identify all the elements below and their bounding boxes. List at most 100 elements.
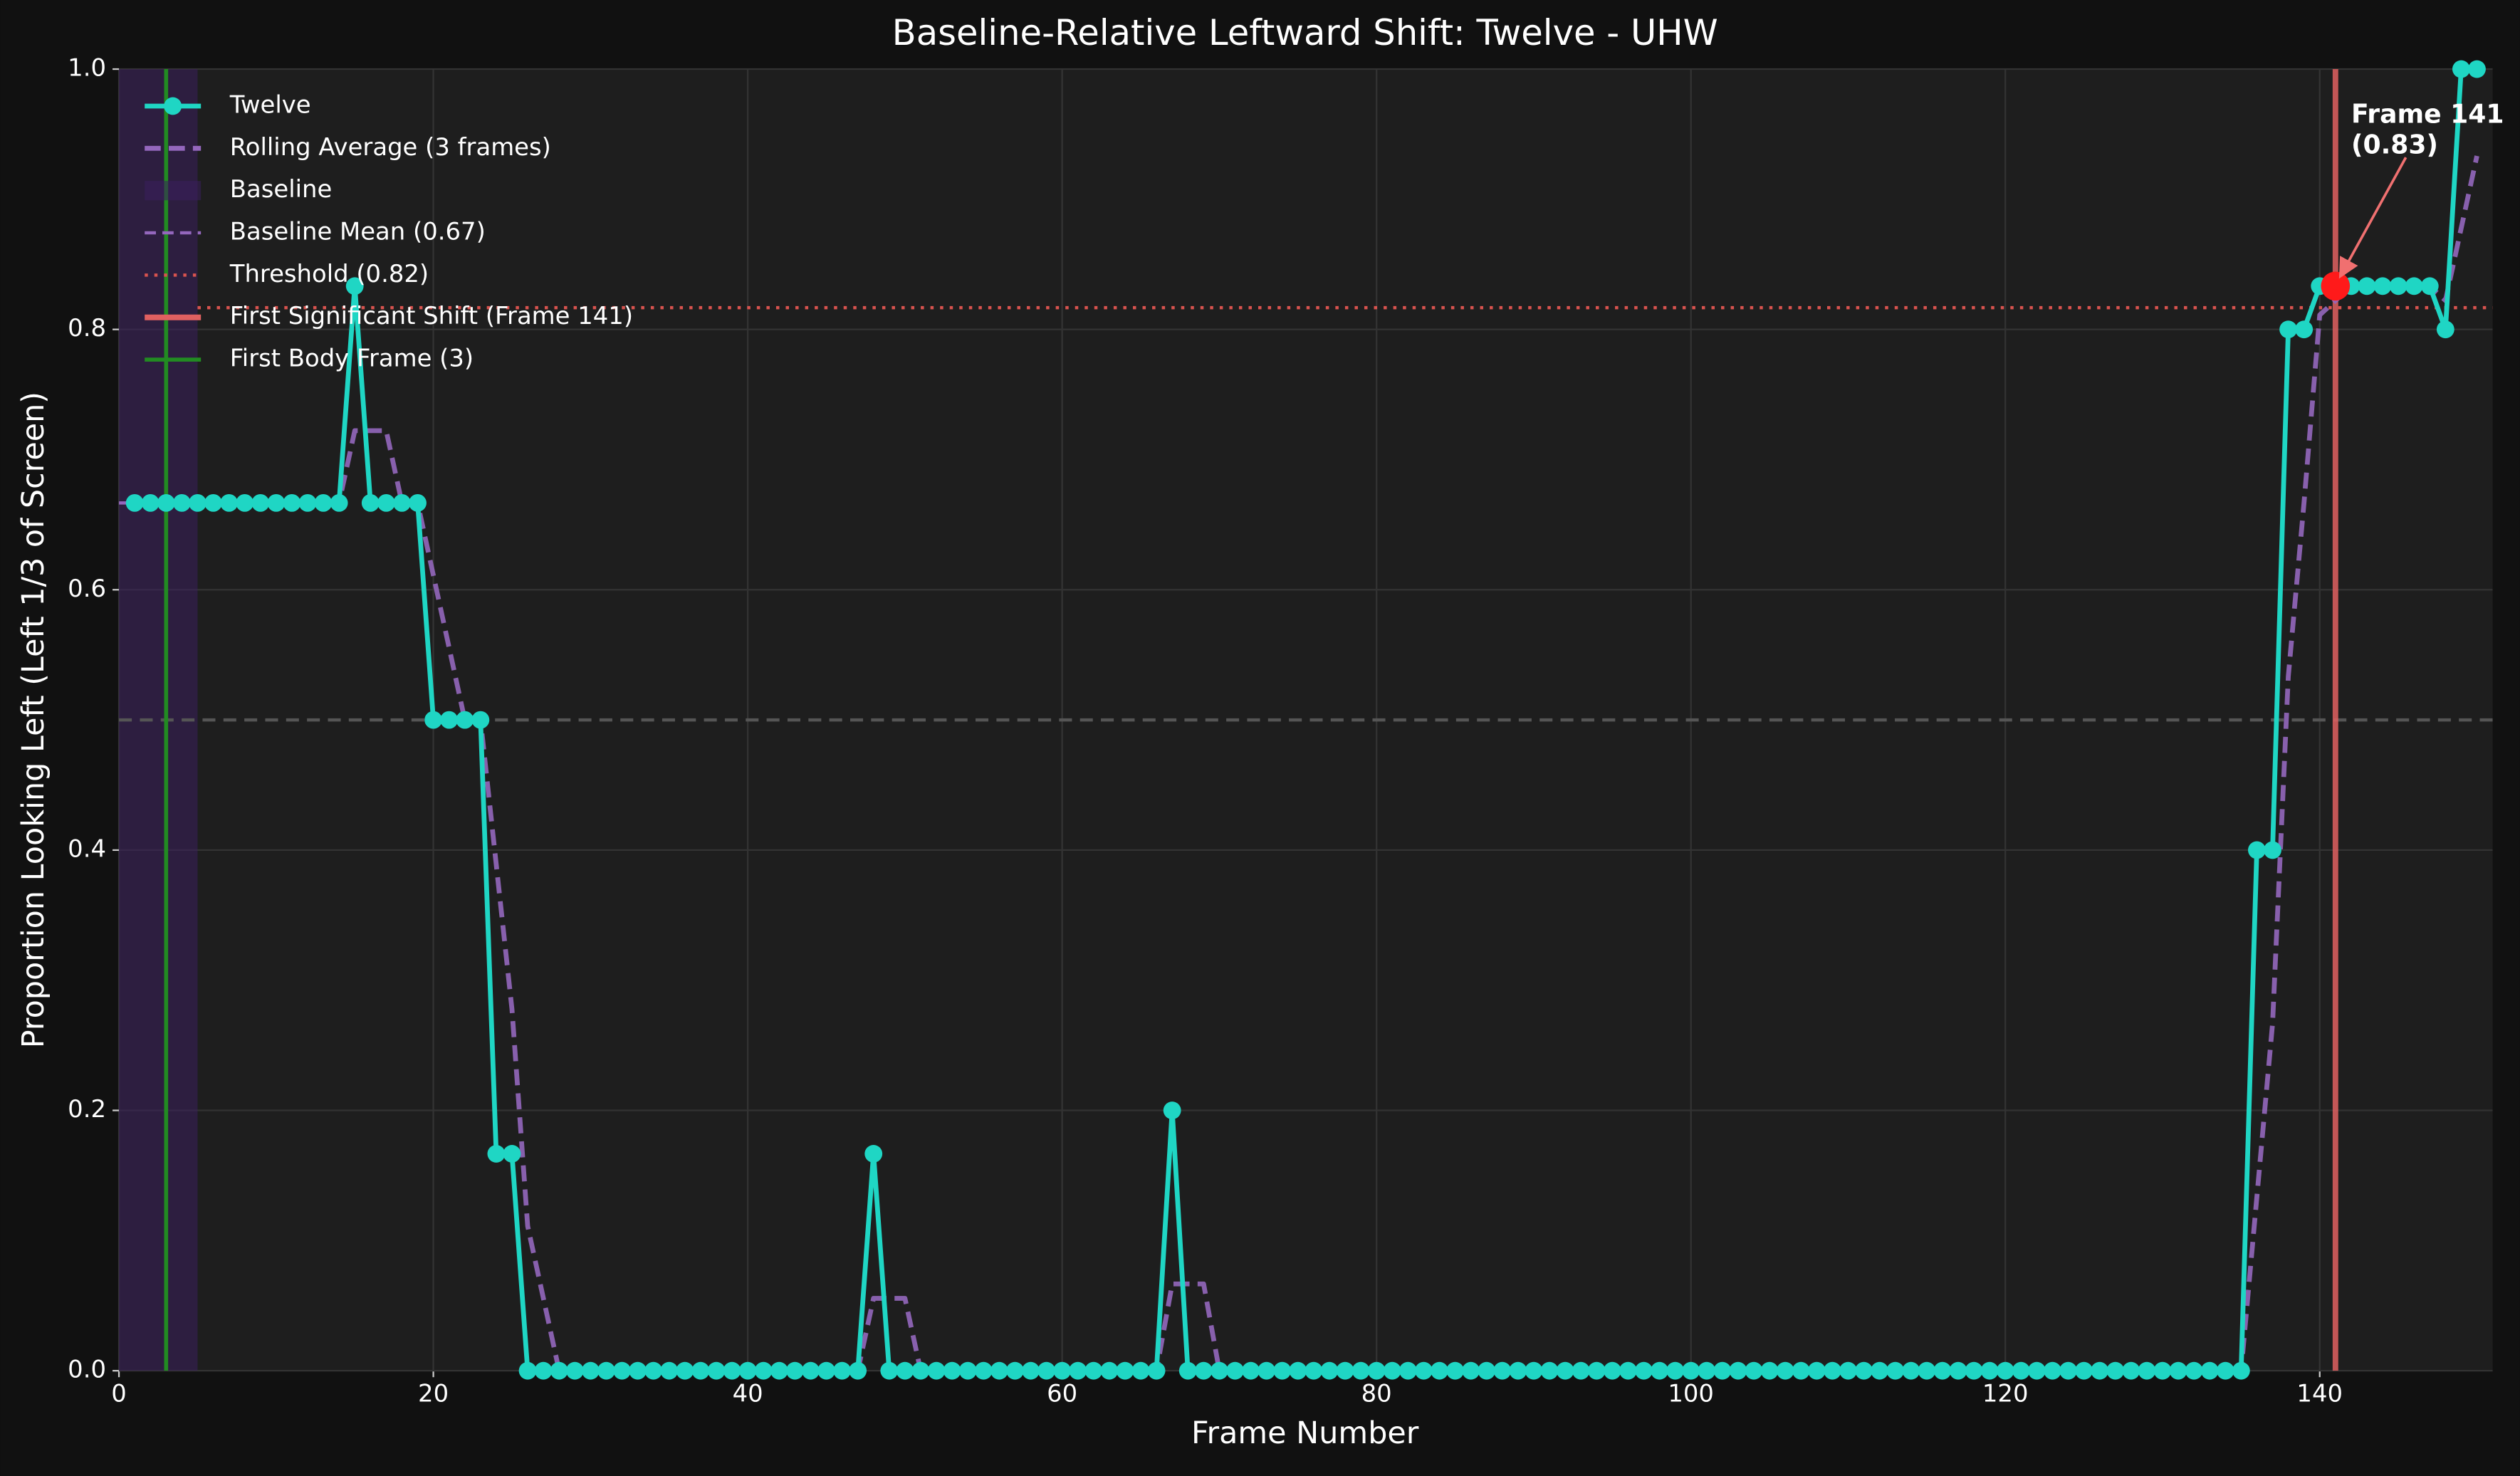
data-point <box>1635 1361 1653 1380</box>
x-tick-label: 0 <box>111 1380 127 1408</box>
data-point <box>849 1361 867 1380</box>
data-point <box>2248 841 2266 859</box>
data-point <box>1242 1361 1260 1380</box>
data-point <box>565 1361 584 1380</box>
y-tick-label: 1.0 <box>68 54 106 82</box>
data-point <box>157 493 175 512</box>
data-point <box>723 1361 741 1380</box>
y-tick-label: 0.8 <box>68 314 106 342</box>
data-point <box>1871 1361 1889 1380</box>
data-point <box>1258 1361 1276 1380</box>
data-point <box>1760 1361 1779 1380</box>
data-point <box>1933 1361 1952 1380</box>
data-point <box>283 493 301 512</box>
data-point <box>2106 1361 2125 1380</box>
data-point <box>613 1361 631 1380</box>
data-point <box>2059 1361 2077 1380</box>
y-axis-label: Proportion Looking Left (Left 1/3 of Scr… <box>16 392 51 1048</box>
data-point <box>1540 1361 1559 1380</box>
y-tick-label: 0.4 <box>68 834 106 862</box>
data-point <box>1886 1361 1905 1380</box>
data-point <box>1022 1361 1040 1380</box>
data-point <box>1069 1361 1087 1380</box>
data-point <box>2232 1361 2250 1380</box>
data-point <box>785 1361 804 1380</box>
data-point <box>2405 277 2423 295</box>
data-point <box>2216 1361 2234 1380</box>
data-point <box>754 1361 773 1380</box>
legend-swatch <box>164 97 182 115</box>
data-point <box>2200 1361 2219 1380</box>
data-point <box>2373 277 2392 295</box>
chart-title: Baseline-Relative Leftward Shift: Twelve… <box>892 12 1718 53</box>
data-point <box>409 493 427 512</box>
data-point <box>2044 1361 2061 1380</box>
data-point <box>424 711 443 729</box>
data-point <box>1918 1361 1936 1380</box>
data-point <box>2138 1361 2156 1380</box>
data-point <box>1462 1361 1480 1380</box>
data-point <box>1100 1361 1119 1380</box>
data-point <box>581 1361 600 1380</box>
data-point <box>2169 1361 2187 1380</box>
data-point <box>1572 1361 1590 1380</box>
data-point <box>1713 1361 1732 1380</box>
data-point <box>345 277 364 295</box>
data-point <box>330 493 348 512</box>
data-point <box>833 1361 851 1380</box>
data-point <box>1446 1361 1464 1380</box>
data-point <box>1336 1361 1354 1380</box>
data-point <box>1273 1361 1292 1380</box>
data-point <box>864 1145 883 1163</box>
data-point <box>1305 1361 1323 1380</box>
x-tick-label: 40 <box>733 1380 763 1408</box>
legend-label: Twelve <box>229 90 311 118</box>
data-point <box>958 1361 977 1380</box>
data-point <box>503 1145 521 1163</box>
data-point <box>738 1361 757 1380</box>
data-point <box>1509 1361 1527 1380</box>
data-point <box>1367 1361 1386 1380</box>
x-tick-label: 100 <box>1668 1380 1714 1408</box>
y-tick-label: 0.2 <box>68 1095 106 1123</box>
shift-marker <box>2321 271 2351 301</box>
data-point <box>2279 320 2297 339</box>
data-point <box>880 1361 899 1380</box>
data-point <box>1478 1361 1496 1380</box>
annotation-text: (0.83) <box>2351 129 2438 159</box>
data-point <box>2075 1361 2093 1380</box>
data-point <box>204 493 222 512</box>
data-point <box>1226 1361 1244 1380</box>
data-point <box>361 493 380 512</box>
data-point <box>660 1361 679 1380</box>
x-tick-label: 120 <box>1982 1380 2029 1408</box>
data-point <box>896 1361 914 1380</box>
data-point <box>471 711 490 729</box>
data-point <box>2295 320 2314 339</box>
data-point <box>1431 1361 1448 1380</box>
data-point <box>1116 1361 1134 1380</box>
data-point <box>1745 1361 1763 1380</box>
x-axis-label: Frame Number <box>1191 1415 1419 1451</box>
x-tick-label: 60 <box>1047 1380 1077 1408</box>
data-point <box>597 1361 615 1380</box>
data-point <box>1965 1361 1983 1380</box>
data-point <box>267 493 286 512</box>
data-point <box>487 1145 506 1163</box>
data-point <box>236 493 254 512</box>
data-point <box>393 493 411 512</box>
data-point <box>141 493 160 512</box>
data-point <box>1414 1361 1433 1380</box>
data-point <box>298 493 317 512</box>
data-point <box>1006 1361 1024 1380</box>
data-point <box>1949 1361 1967 1380</box>
data-point <box>1587 1361 1606 1380</box>
data-point <box>707 1361 726 1380</box>
data-point <box>990 1361 1008 1380</box>
data-point <box>770 1361 788 1380</box>
data-point <box>1980 1361 1999 1380</box>
data-point <box>817 1361 835 1380</box>
data-point <box>2027 1361 2046 1380</box>
data-point <box>1131 1361 1150 1380</box>
